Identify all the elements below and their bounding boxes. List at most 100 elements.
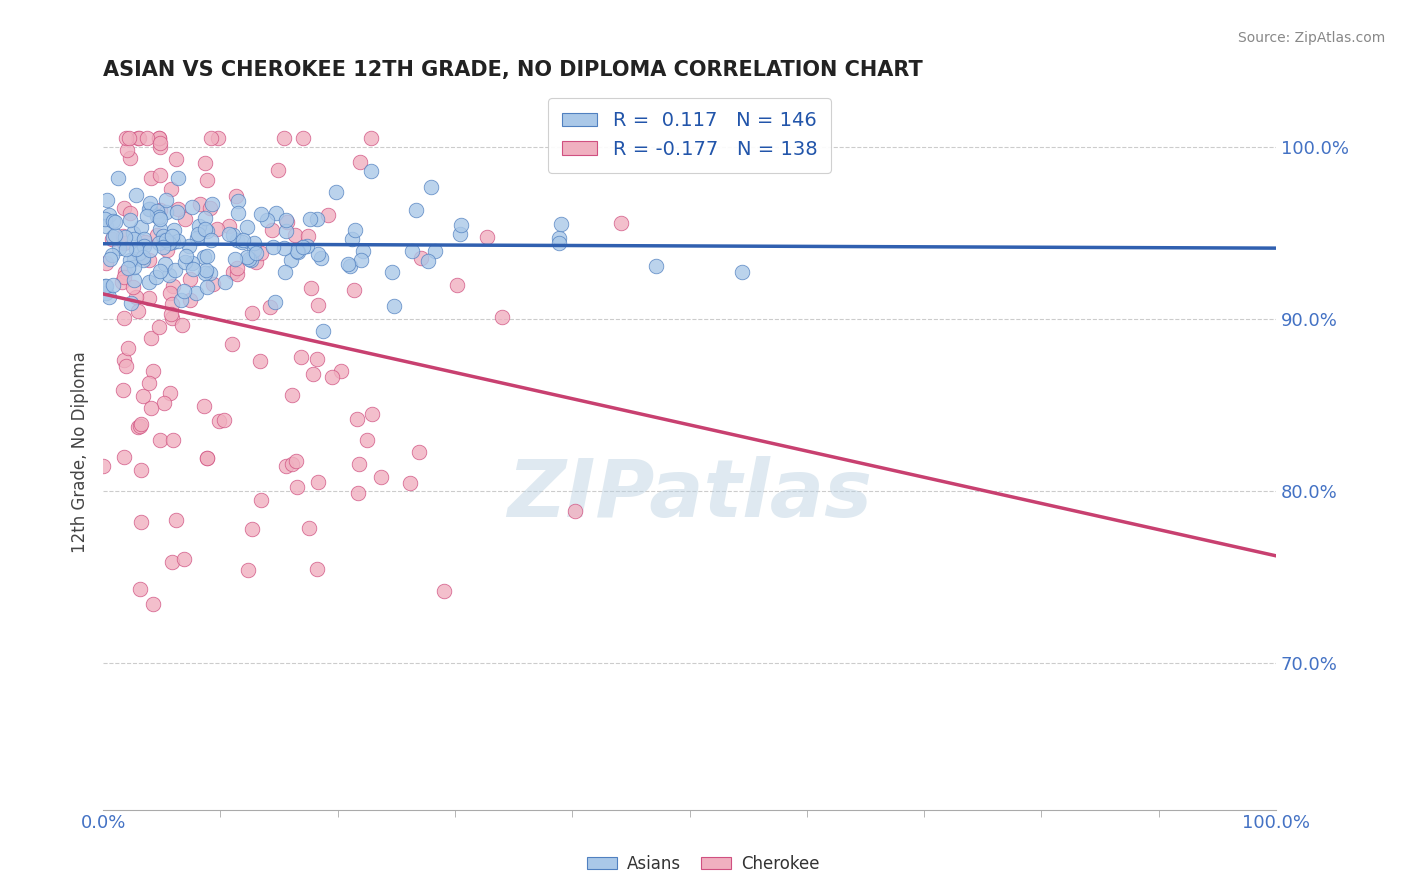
Point — [160, 307, 183, 321]
Point — [122, 231, 145, 245]
Point — [195, 280, 218, 294]
Point — [245, 255, 267, 269]
Point — [240, 522, 263, 536]
Point — [361, 407, 384, 421]
Point — [184, 286, 207, 301]
Point — [120, 296, 142, 310]
Point — [409, 252, 432, 266]
Point — [120, 151, 142, 165]
Point — [162, 279, 184, 293]
Point — [343, 283, 366, 297]
Point — [111, 229, 134, 244]
Point — [280, 387, 302, 401]
Point — [200, 266, 222, 280]
Point — [307, 298, 329, 312]
Point — [128, 245, 150, 260]
Point — [274, 265, 297, 279]
Point — [155, 257, 177, 271]
Point — [381, 265, 404, 279]
Point — [146, 209, 169, 223]
Point — [121, 226, 143, 240]
Point — [94, 219, 117, 233]
Point — [112, 450, 135, 464]
Point — [152, 229, 174, 244]
Point — [194, 263, 217, 277]
Point — [231, 233, 253, 247]
Point — [249, 492, 271, 507]
Point — [349, 154, 371, 169]
Point — [138, 292, 160, 306]
Point — [174, 249, 197, 263]
Point — [194, 156, 217, 170]
Point — [114, 230, 136, 244]
Point — [124, 260, 146, 274]
Point — [146, 227, 169, 242]
Point — [160, 311, 183, 326]
Point — [96, 193, 118, 207]
Point — [104, 227, 127, 242]
Point — [125, 187, 148, 202]
Point — [148, 136, 170, 150]
Point — [148, 131, 170, 145]
Point — [103, 214, 125, 228]
Point — [146, 204, 169, 219]
Point — [138, 275, 160, 289]
Point — [148, 169, 170, 183]
Point — [208, 414, 231, 428]
Point — [132, 232, 155, 246]
Point — [346, 412, 368, 426]
Point — [240, 253, 263, 268]
Point — [100, 232, 122, 246]
Point — [243, 236, 266, 251]
Point — [205, 221, 228, 235]
Point — [179, 293, 201, 308]
Point — [149, 212, 172, 227]
Point — [200, 131, 222, 145]
Point — [264, 294, 287, 309]
Point — [226, 205, 249, 219]
Point — [124, 273, 146, 287]
Point — [132, 389, 155, 403]
Point — [165, 262, 187, 277]
Point — [274, 212, 297, 227]
Point — [450, 218, 472, 232]
Point — [200, 233, 222, 247]
Point — [162, 235, 184, 249]
Point — [173, 284, 195, 298]
Point — [157, 268, 180, 282]
Point — [193, 250, 215, 264]
Point — [360, 164, 382, 178]
Point — [114, 265, 136, 279]
Point — [238, 563, 260, 577]
Point — [134, 235, 156, 249]
Point — [122, 252, 145, 266]
Point — [250, 246, 273, 260]
Point — [157, 235, 180, 250]
Point — [127, 420, 149, 434]
Point — [297, 229, 319, 244]
Point — [299, 212, 322, 227]
Point — [108, 241, 131, 255]
Point — [120, 253, 142, 268]
Point — [94, 212, 117, 227]
Point — [159, 286, 181, 301]
Point — [129, 417, 152, 431]
Point — [112, 201, 135, 215]
Point — [243, 243, 266, 257]
Point — [129, 463, 152, 477]
Point — [423, 244, 446, 258]
Point — [94, 286, 117, 301]
Point — [118, 131, 141, 145]
Point — [194, 266, 217, 280]
Legend: R =  0.117   N = 146, R = -0.177   N = 138: R = 0.117 N = 146, R = -0.177 N = 138 — [548, 97, 831, 172]
Point — [160, 229, 183, 244]
Point — [100, 248, 122, 262]
Point — [218, 227, 240, 241]
Point — [285, 480, 308, 494]
Point — [225, 267, 247, 281]
Point — [264, 206, 287, 220]
Point — [163, 223, 186, 237]
Point — [160, 555, 183, 569]
Point — [111, 275, 134, 289]
Point — [311, 324, 333, 338]
